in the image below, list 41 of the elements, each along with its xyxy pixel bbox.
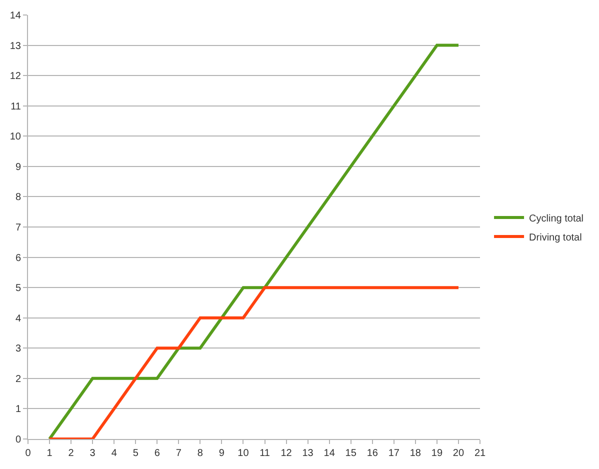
x-tick-label: 18 [410,448,422,459]
legend-label: Cycling total [529,213,584,224]
x-tick-label: 1 [46,448,53,459]
y-tick-label: 2 [15,374,22,385]
x-tick-label: 12 [280,448,292,459]
y-tick-label: 13 [10,40,22,52]
y-tick-label: 3 [15,344,22,355]
y-tick-label: 10 [10,132,22,143]
x-tick-label: 13 [302,448,314,459]
x-tick-label: 14 [324,448,336,459]
y-tick-label: 4 [15,313,22,324]
x-tick-label: 8 [197,448,204,459]
x-tick-label: 21 [474,448,486,459]
x-tick-label: 0 [25,448,32,459]
x-tick-label: 15 [345,448,357,459]
line-series [48,44,460,439]
y-tick-label: 9 [15,162,22,173]
y-tick-label: 11 [10,101,22,112]
x-tick-label: 9 [218,448,225,459]
x-tick-label: 20 [452,448,464,459]
line-series [48,286,460,439]
y-tick-label: 1 [15,404,22,416]
y-tick-label: 12 [10,71,22,82]
legend-label: Driving total [529,232,582,244]
y-tick-label: 8 [15,192,22,204]
y-tick-label: 7 [15,222,22,234]
x-tick-label: 6 [154,448,160,459]
x-tick-label: 4 [111,448,118,459]
x-tick-label: 3 [90,448,96,459]
x-tick-label: 5 [132,448,139,459]
y-tick-label: 5 [15,283,22,294]
y-tick-label: 0 [15,434,22,446]
y-tick-label: 14 [10,10,22,22]
x-tick-label: 10 [238,448,250,459]
x-tick-label: 16 [366,448,378,459]
x-tick-label: 11 [260,448,270,459]
x-tick-label: 7 [176,448,182,459]
x-tick-label: 19 [431,448,443,459]
y-tick-label: 6 [15,252,22,264]
x-tick-label: 17 [388,448,400,459]
x-tick-label: 2 [68,448,74,459]
